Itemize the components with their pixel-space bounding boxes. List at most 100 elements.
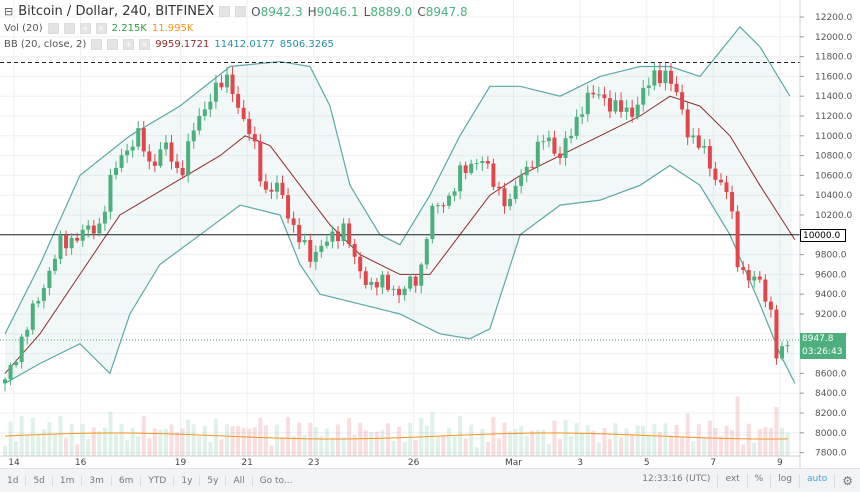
log-toggle[interactable]: log (771, 473, 800, 488)
auto-toggle[interactable]: auto (800, 473, 836, 488)
volume-bar (358, 422, 363, 456)
price-tick-label: 9600.0 (815, 270, 847, 280)
volume-ma-line (4, 432, 788, 440)
volume-bar (208, 442, 213, 456)
range-5d[interactable]: 5d (26, 475, 53, 486)
volume-bar (458, 415, 463, 456)
range-3m[interactable]: 3m (82, 475, 112, 486)
volume-bar (546, 444, 551, 456)
eye-icon[interactable] (91, 39, 103, 50)
price-chart[interactable]: 7800.0 8000.0 8200.0 8400.0 8600.0 9200.0 9400… (0, 0, 860, 468)
plus-icon[interactable]: + (123, 39, 135, 50)
candle (585, 92, 590, 115)
symbol-title[interactable]: Bitcoin / Dollar, 240, BITFINEX (18, 4, 215, 19)
close-icon[interactable]: × (95, 23, 107, 34)
clock[interactable]: 12:33:16 (UTC) (635, 473, 719, 488)
time-tick-label: 16 (75, 458, 87, 468)
eye-icon[interactable] (219, 6, 231, 17)
horizontal-lines[interactable] (0, 62, 800, 236)
time-tick-label: 5 (644, 458, 650, 468)
close-icon[interactable]: × (139, 39, 151, 50)
candle (458, 165, 463, 192)
price-tick-label: 11600.0 (815, 72, 852, 82)
vol-ma-value: 11.995K (151, 23, 194, 34)
volume-bar (363, 430, 368, 456)
range-ytd[interactable]: YTD (141, 475, 175, 486)
price-tick-label: 11400.0 (815, 92, 852, 102)
candle (741, 267, 746, 270)
range-6m[interactable]: 6m (112, 475, 142, 486)
candle (269, 189, 274, 192)
volume-bar (58, 416, 63, 456)
candle (19, 336, 24, 362)
volume-bar (624, 428, 629, 456)
candle (591, 92, 596, 95)
candle (391, 288, 396, 290)
volume-bar (152, 428, 157, 456)
candle (319, 245, 324, 252)
volume-bar (469, 424, 474, 456)
collapse-icon[interactable]: ⊟ (4, 5, 14, 18)
candle (674, 83, 679, 93)
time-tick-label: 23 (308, 458, 319, 468)
range-1d[interactable]: 1d (0, 475, 27, 486)
percent-toggle[interactable]: % (748, 473, 772, 488)
time-tick-label: 7 (710, 458, 716, 468)
candle (713, 168, 718, 180)
candle (324, 241, 329, 246)
ext-toggle[interactable]: ext (718, 473, 748, 488)
candle (607, 98, 612, 112)
volume-bar (724, 426, 729, 456)
price-tick-label: 11800.0 (815, 53, 852, 63)
candle (119, 155, 124, 168)
volume-bar (485, 442, 490, 456)
gear-icon[interactable] (235, 6, 247, 17)
volume-bars (3, 396, 790, 456)
gear-icon[interactable] (107, 39, 119, 50)
plus-icon[interactable]: + (79, 23, 91, 34)
volume-bar (219, 439, 224, 456)
time-axis-ticks[interactable]: 14 16 19 21 23 26 Mar 3 5 7 9 (8, 458, 783, 468)
volume-bar (75, 444, 80, 456)
candle (336, 231, 341, 242)
eye-icon[interactable] (47, 23, 59, 34)
volume-bar (319, 435, 324, 456)
bar-countdown-tag: 03:26:43 (800, 346, 846, 359)
candle (86, 225, 91, 230)
settings-gear-icon[interactable]: ⚙ (842, 473, 853, 488)
volume-bar (408, 422, 413, 456)
volume-bar (336, 424, 341, 456)
range-5y[interactable]: 5y (200, 475, 227, 486)
gear-icon[interactable] (63, 23, 75, 34)
candle (496, 186, 501, 189)
volume-bar (463, 438, 468, 456)
candle (752, 276, 757, 281)
vol-label[interactable]: Vol (20) (4, 23, 43, 34)
volume-bar (580, 432, 585, 456)
candle (757, 276, 762, 280)
volume-bar (491, 417, 496, 456)
volume-bar (674, 425, 679, 456)
range-1y[interactable]: 1y (174, 475, 201, 486)
candle (508, 198, 513, 207)
bb-label[interactable]: BB (20, close, 2) (4, 39, 87, 50)
price-tick-label: 9200.0 (815, 310, 847, 320)
candle (313, 251, 318, 262)
volume-bar (102, 427, 107, 456)
volume-bar (402, 441, 407, 456)
volume-bar (735, 396, 740, 456)
candle (169, 142, 174, 162)
candle (274, 182, 279, 192)
volume-bar (774, 407, 779, 456)
volume-bar (108, 411, 113, 456)
candle (302, 240, 307, 243)
volume-bar (280, 437, 285, 456)
candle (574, 116, 579, 136)
volume-bar (41, 429, 46, 456)
range-all[interactable]: All (226, 475, 253, 486)
goto-button[interactable]: Go to... (259, 475, 293, 486)
candle (263, 181, 268, 190)
range-1m[interactable]: 1m (53, 475, 83, 486)
volume-bar (552, 420, 557, 456)
candle (136, 128, 141, 147)
